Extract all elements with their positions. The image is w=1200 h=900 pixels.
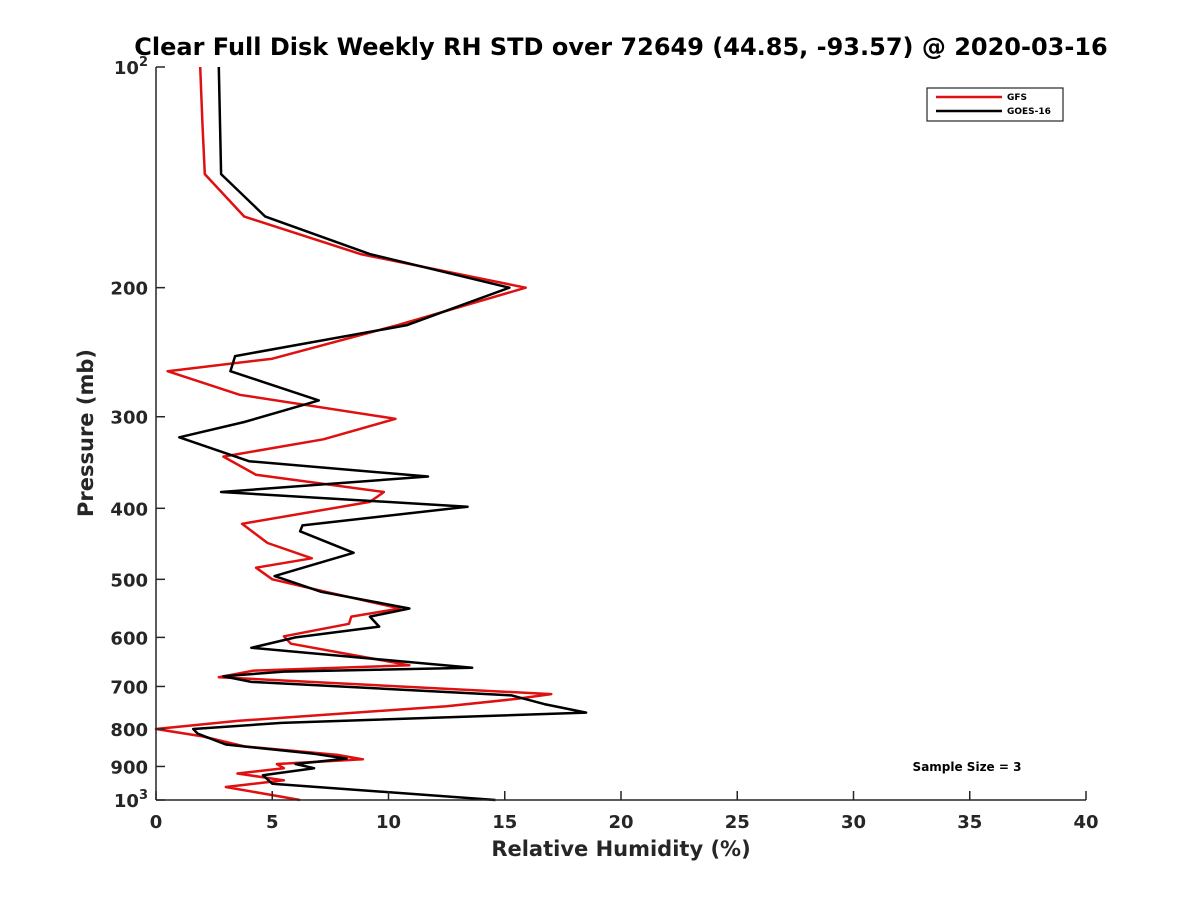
y-tick-label: 400 (110, 499, 148, 520)
y-tick-label: 800 (110, 720, 148, 741)
x-tick-label: 15 (492, 812, 517, 833)
y-tick-label: 500 (110, 570, 148, 591)
y-tick-label: 900 (110, 757, 148, 778)
y-tick-label: 103 (114, 788, 148, 812)
x-tick-label: 35 (957, 812, 982, 833)
y-ticks: 102 200 300 400 500 600 700 800 900 103 (110, 55, 165, 812)
series-line-goes16 (178, 66, 588, 802)
x-axis-label: Relative Humidity (%) (491, 837, 750, 861)
x-tick-label: 10 (376, 812, 401, 833)
sample-size-annotation: Sample Size = 3 (913, 760, 1022, 774)
y-tick-label: 600 (110, 628, 148, 649)
legend-label-goes16: GOES-16 (1007, 107, 1051, 117)
x-tick-label: 25 (725, 812, 750, 833)
x-tick-label: 30 (841, 812, 866, 833)
y-tick-label: 700 (110, 677, 148, 698)
x-tick-label: 5 (266, 812, 279, 833)
y-tick-label: 300 (110, 408, 148, 429)
plot-area: 0 5 10 15 20 25 30 35 40 102 200 300 400 500 600 700 80… (110, 55, 1098, 833)
legend-box (926, 87, 1064, 122)
y-tick-label: 102 (114, 55, 148, 79)
x-tick-label: 0 (150, 812, 163, 833)
x-tick-label: 40 (1073, 812, 1098, 833)
legend: GFS GOES-16 (926, 87, 1064, 122)
x-ticks: 0 5 10 15 20 25 30 35 40 (150, 791, 1099, 833)
chart-title: Clear Full Disk Weekly RH STD over 72649… (134, 33, 1107, 61)
y-axis-label: Pressure (mb) (74, 349, 98, 517)
series-layer (154, 66, 588, 802)
legend-label-gfs: GFS (1007, 93, 1027, 103)
x-tick-label: 20 (608, 812, 633, 833)
y-tick-label: 200 (110, 279, 148, 300)
